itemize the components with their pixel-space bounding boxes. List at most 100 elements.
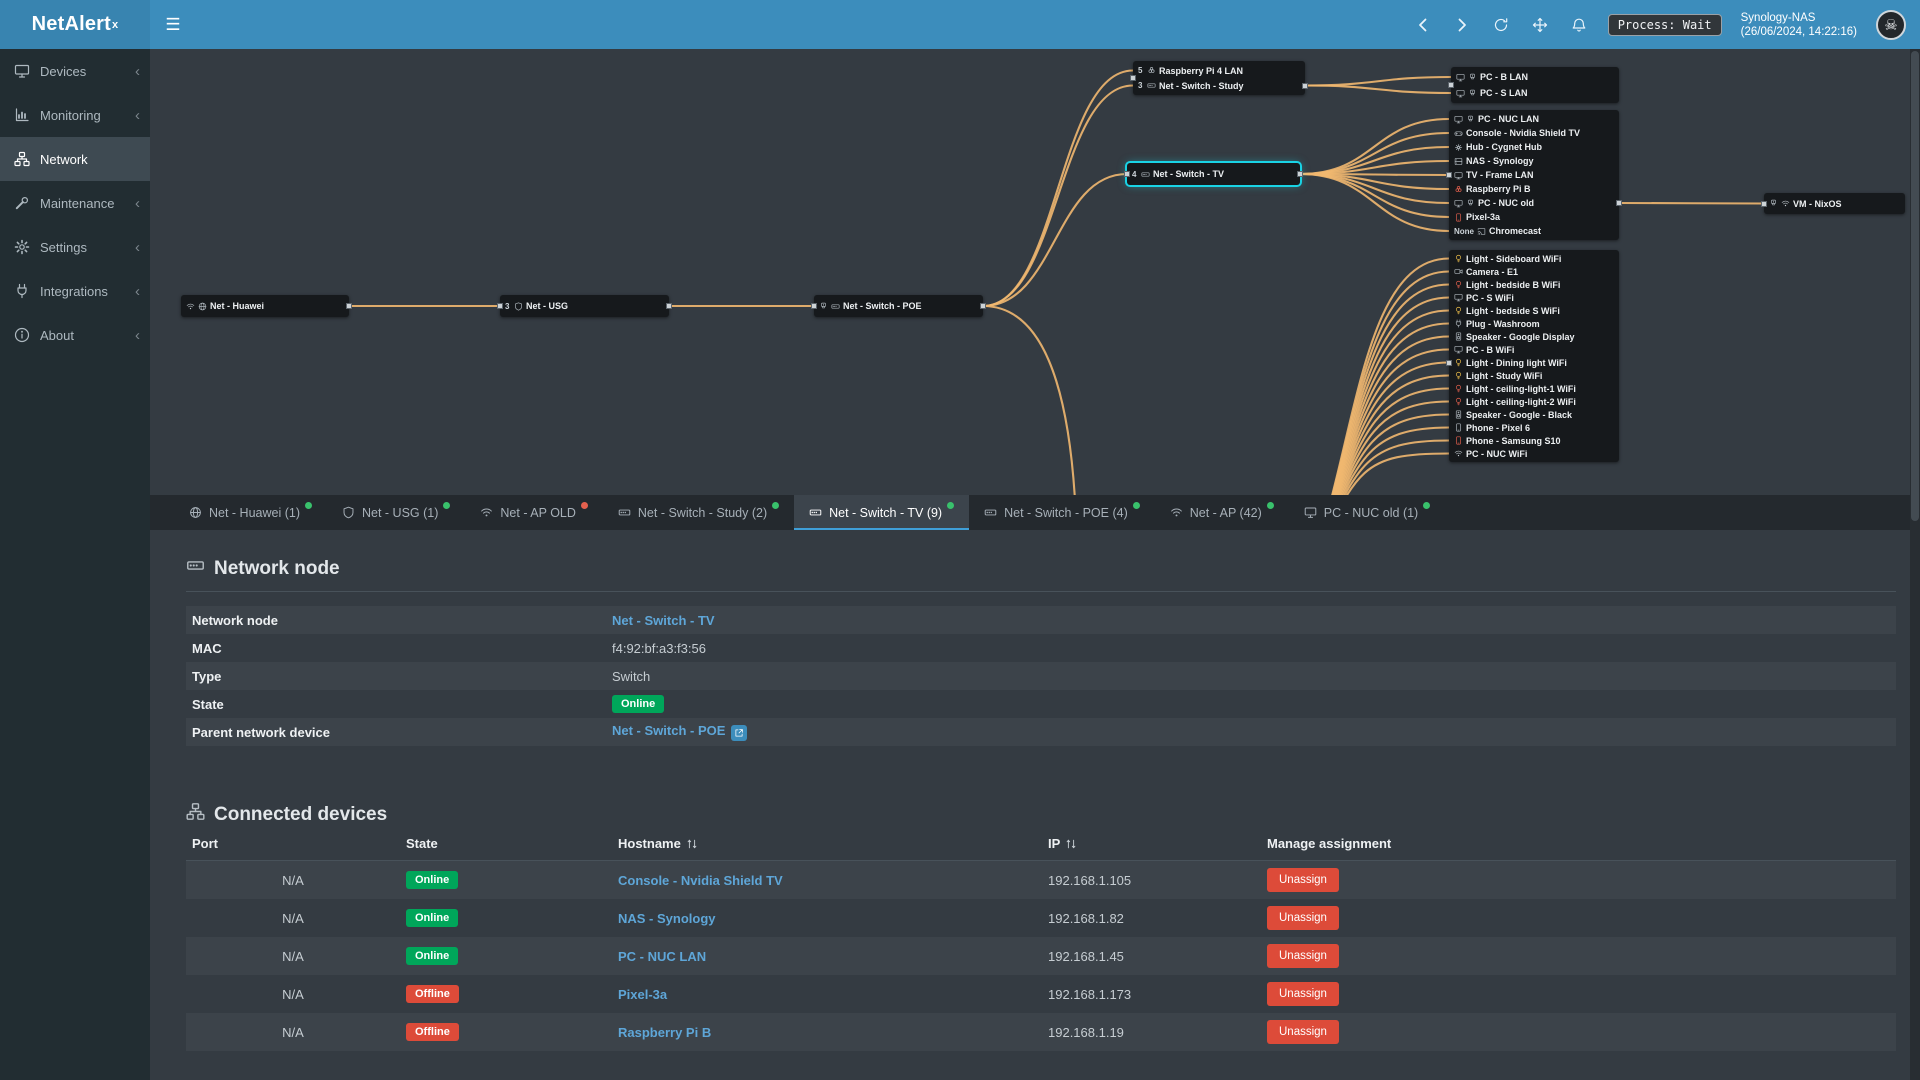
net-node-row[interactable]: PC - B LAN	[1456, 69, 1614, 85]
cell-hostname: Raspberry Pi B	[612, 1013, 1042, 1051]
net-node-row[interactable]: 5 Raspberry Pi 4 LAN	[1138, 65, 1244, 76]
cell-port: N/A	[186, 1013, 400, 1051]
net-node-wifikids[interactable]: Light - Sideboard WiFi Camera - E1 Light -…	[1449, 250, 1619, 462]
net-node-pcgroup[interactable]: PC - B LAN PC - S LAN	[1451, 67, 1619, 103]
network-topology-diagram[interactable]: Net - Huawei 3 Net - USG Net - Switch - POE…	[150, 49, 1920, 495]
net-node-tv[interactable]: 4 Net - Switch - TV	[1127, 163, 1300, 185]
net-node-row[interactable]: Light - Sideboard WiFi	[1454, 252, 1614, 265]
net-node-row[interactable]: PC - NUC old	[1454, 196, 1614, 210]
app-logo[interactable]: NetAlert x	[0, 0, 150, 49]
unassign-button[interactable]: Unassign	[1267, 1020, 1339, 1044]
switch-icon	[809, 509, 822, 516]
tab-net-ap-old[interactable]: Net - AP OLD	[465, 495, 603, 530]
net-node-row[interactable]: PC - S WiFi	[1454, 291, 1614, 304]
tab-net-ap-42-[interactable]: Net - AP (42)	[1155, 495, 1289, 530]
net-node-row[interactable]: TV - Frame LAN	[1454, 168, 1614, 182]
net-node-row[interactable]: Console - Nvidia Shield TV	[1454, 126, 1614, 140]
page-scrollbar[interactable]	[1910, 49, 1920, 1080]
net-node-row[interactable]: 3 Net - Switch - Study	[1138, 80, 1244, 91]
node-link[interactable]: Net - Switch - TV	[612, 612, 715, 628]
open-parent-icon[interactable]	[731, 725, 748, 741]
sidebar-item-maintenance[interactable]: Maintenance ‹	[0, 181, 150, 225]
refresh-icon[interactable]	[1491, 15, 1511, 35]
sidebar-item-devices[interactable]: Devices ‹	[0, 49, 150, 93]
net-node-row[interactable]: Phone - Pixel 6	[1454, 421, 1614, 434]
switch-icon	[186, 556, 205, 581]
switch-icon	[984, 509, 997, 516]
net-node-row[interactable]: Light - Study WiFi	[1454, 369, 1614, 382]
net-node-row[interactable]: Pixel-3a	[1454, 210, 1614, 224]
unassign-button[interactable]: Unassign	[1267, 868, 1339, 892]
net-node-row[interactable]: Net - Huawei	[186, 297, 344, 315]
net-node-row[interactable]: 4 Net - Switch - TV	[1132, 169, 1225, 179]
net-node-row[interactable]: None Chromecast	[1454, 226, 1542, 236]
net-node-row[interactable]: NAS - Synology	[1454, 154, 1614, 168]
net-node-row[interactable]: Light - bedside B WiFi	[1454, 278, 1614, 291]
net-node-row[interactable]: PC - NUC WiFi	[1454, 447, 1614, 460]
net-node-row[interactable]: Speaker - Google - Black	[1454, 408, 1614, 421]
globe-icon	[190, 507, 201, 518]
nav-back-icon[interactable]	[1413, 15, 1433, 35]
net-node-row[interactable]: Speaker - Google Display	[1454, 330, 1614, 343]
net-node-row[interactable]: PC - NUC LAN	[1454, 112, 1614, 126]
sidebar-item-about[interactable]: About ‹	[0, 313, 150, 357]
tab-pc-nuc-old-1-[interactable]: PC - NUC old (1)	[1289, 495, 1445, 530]
device-link[interactable]: Raspberry Pi B	[618, 1024, 712, 1040]
device-link[interactable]: NAS - Synology	[618, 910, 716, 926]
net-node-study[interactable]: 5 Raspberry Pi 4 LAN 3 Net - Switch - Study	[1133, 61, 1305, 95]
net-node-row[interactable]: Hub - Cygnet Hub	[1454, 140, 1614, 154]
sidebar-toggle-button[interactable]: ☰	[165, 14, 181, 34]
bulb-icon	[1456, 280, 1461, 289]
hub-icon	[1455, 143, 1462, 151]
tab-net-usg-1-[interactable]: Net - USG (1)	[327, 495, 465, 530]
chevron-left-icon: ‹	[135, 326, 140, 344]
shield-icon	[343, 506, 354, 519]
tab-net-switch-poe-4-[interactable]: Net - Switch - POE (4)	[969, 495, 1155, 530]
device-link[interactable]: Pixel-3a	[618, 986, 668, 1002]
parent-node-link[interactable]: Net - Switch - POE	[612, 723, 726, 738]
tab-net-switch-study-2-[interactable]: Net - Switch - Study (2)	[603, 495, 794, 530]
net-node-vm[interactable]: VM - NixOS	[1764, 193, 1905, 214]
pan-move-icon[interactable]	[1530, 15, 1550, 35]
sidebar-item-network[interactable]: Network ‹	[0, 137, 150, 181]
net-node-row[interactable]: 3 Net - USG	[505, 301, 569, 311]
phone-icon	[1456, 423, 1461, 432]
net-node-row[interactable]: VM - NixOS	[1769, 195, 1900, 212]
unassign-button[interactable]: Unassign	[1267, 906, 1339, 930]
column-header-ip[interactable]: IP	[1042, 827, 1261, 861]
sidebar-item-integrations[interactable]: Integrations ‹	[0, 269, 150, 313]
user-avatar[interactable]: ☠	[1876, 9, 1906, 40]
sidebar-item-settings[interactable]: Settings ‹	[0, 225, 150, 269]
cell-hostname: PC - NUC LAN	[612, 937, 1042, 975]
net-node-huawei[interactable]: Net - Huawei	[181, 295, 349, 317]
sidebar-item-monitoring[interactable]: Monitoring ‹	[0, 93, 150, 137]
shield-icon	[515, 302, 522, 310]
net-node-row[interactable]: Light - bedside S WiFi	[1454, 304, 1614, 317]
device-link[interactable]: PC - NUC LAN	[618, 948, 707, 964]
net-node-row[interactable]: Plug - Washroom	[1454, 317, 1614, 330]
device-link[interactable]: Console - Nvidia Shield TV	[618, 872, 783, 888]
unassign-button[interactable]: Unassign	[1267, 982, 1339, 1006]
tab-net-huawei-1-[interactable]: Net - Huawei (1)	[174, 495, 327, 530]
net-node-row[interactable]: Light - ceiling-light-2 WiFi	[1454, 395, 1614, 408]
info-row: Parent network device Net - Switch - POE	[186, 718, 1896, 746]
net-node-row[interactable]: Light - Dining light WiFi	[1454, 356, 1614, 369]
nav-forward-icon[interactable]	[1452, 15, 1472, 35]
tab-net-switch-tv-9-[interactable]: Net - Switch - TV (9)	[794, 495, 970, 530]
cell-state: Online	[400, 861, 612, 899]
net-node-row[interactable]: PC - B WiFi	[1454, 343, 1614, 356]
column-header-hostname[interactable]: Hostname	[612, 827, 1042, 861]
globe-icon	[198, 302, 207, 310]
net-node-row[interactable]: Phone - Samsung S10	[1454, 434, 1614, 447]
scrollbar-thumb[interactable]	[1911, 51, 1919, 521]
net-node-row[interactable]: Raspberry Pi B	[1454, 182, 1614, 196]
net-node-usg[interactable]: 3 Net - USG	[500, 295, 669, 317]
unassign-button[interactable]: Unassign	[1267, 944, 1339, 968]
net-node-row[interactable]: Net - Switch - POE	[819, 297, 978, 315]
net-node-poe[interactable]: Net - Switch - POE	[814, 295, 983, 317]
net-node-row[interactable]: PC - S LAN	[1456, 85, 1614, 101]
net-node-tvkids[interactable]: PC - NUC LAN Console - Nvidia Shield TV Hu…	[1449, 110, 1619, 240]
net-node-row[interactable]: Light - ceiling-light-1 WiFi	[1454, 382, 1614, 395]
notifications-bell-icon[interactable]	[1569, 15, 1589, 35]
net-node-row[interactable]: Camera - E1	[1454, 265, 1614, 278]
